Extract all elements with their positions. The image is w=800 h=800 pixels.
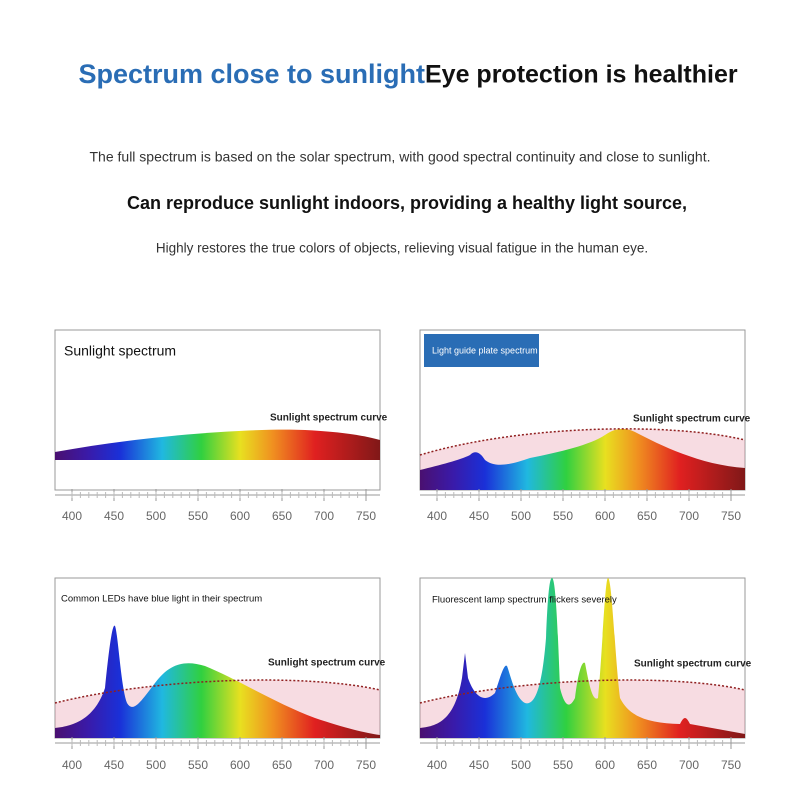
tick-label: 450 <box>469 758 489 772</box>
tick-label: 550 <box>188 509 208 523</box>
tick-label: 400 <box>62 758 82 772</box>
intro-line: The full spectrum is based on the solar … <box>90 149 711 165</box>
tick-label: 650 <box>637 509 657 523</box>
tick-label: 450 <box>104 758 124 772</box>
panel: Common LEDs have blue light in their spe… <box>54 577 386 739</box>
panel-frame <box>54 329 381 491</box>
tick-label: 600 <box>595 758 615 772</box>
title-black: Eye protection is healthier <box>425 61 738 89</box>
panel-title: Fluorescent lamp spectrum flickers sever… <box>432 595 617 606</box>
tick-label: 500 <box>511 758 531 772</box>
tick-label: 750 <box>356 758 376 772</box>
tick-label: 400 <box>62 509 82 523</box>
tick-label: 600 <box>230 509 250 523</box>
tick-label: 500 <box>146 509 166 523</box>
tick-label: 450 <box>104 509 124 523</box>
panel: Fluorescent lamp spectrum flickers sever… <box>419 577 752 739</box>
tick-label: 400 <box>427 758 447 772</box>
panel: Sunlight spectrum Sunlight spectrum curv… <box>54 329 388 491</box>
tick-label: 550 <box>188 758 208 772</box>
tick-label: 600 <box>595 509 615 523</box>
tick-label: 550 <box>553 509 573 523</box>
tick-label: 650 <box>272 758 292 772</box>
intro-line: Can reproduce sunlight indoors, providin… <box>127 193 687 213</box>
curve-label: Sunlight spectrum curve <box>634 659 752 670</box>
tick-label: 700 <box>679 509 699 523</box>
curve-label: Sunlight spectrum curve <box>270 413 388 424</box>
title-blue: Spectrum close to sunlight <box>78 59 425 89</box>
tick-label: 500 <box>146 758 166 772</box>
tick-label: 700 <box>679 758 699 772</box>
curve-label: Sunlight spectrum curve <box>633 414 751 425</box>
tick-label: 450 <box>469 509 489 523</box>
spectrum <box>420 578 745 738</box>
panel-title: Sunlight spectrum <box>64 343 176 359</box>
tick-label: 650 <box>272 509 292 523</box>
tick-label: 600 <box>230 758 250 772</box>
tick-label: 550 <box>553 758 573 772</box>
sun-curve <box>419 679 746 704</box>
panel-title: Light guide plate spectrum <box>432 345 538 355</box>
tick-label: 650 <box>637 758 657 772</box>
tick-label: 700 <box>314 509 334 523</box>
tick-label: 750 <box>721 509 741 523</box>
panel: Light guide plate spectrum Sunlight spec… <box>419 329 751 491</box>
sun-curve <box>54 679 381 704</box>
tick-label: 750 <box>356 509 376 523</box>
spectrum <box>420 428 745 490</box>
tick-label: 700 <box>314 758 334 772</box>
tick-label: 500 <box>511 509 531 523</box>
spectrum <box>55 429 380 460</box>
title-badge <box>424 334 539 367</box>
tick-label: 750 <box>721 758 741 772</box>
intro-line: Highly restores the true colors of objec… <box>156 241 648 256</box>
tick-label: 400 <box>427 509 447 523</box>
curve-label: Sunlight spectrum curve <box>268 658 386 669</box>
panel-title: Common LEDs have blue light in their spe… <box>61 594 262 605</box>
